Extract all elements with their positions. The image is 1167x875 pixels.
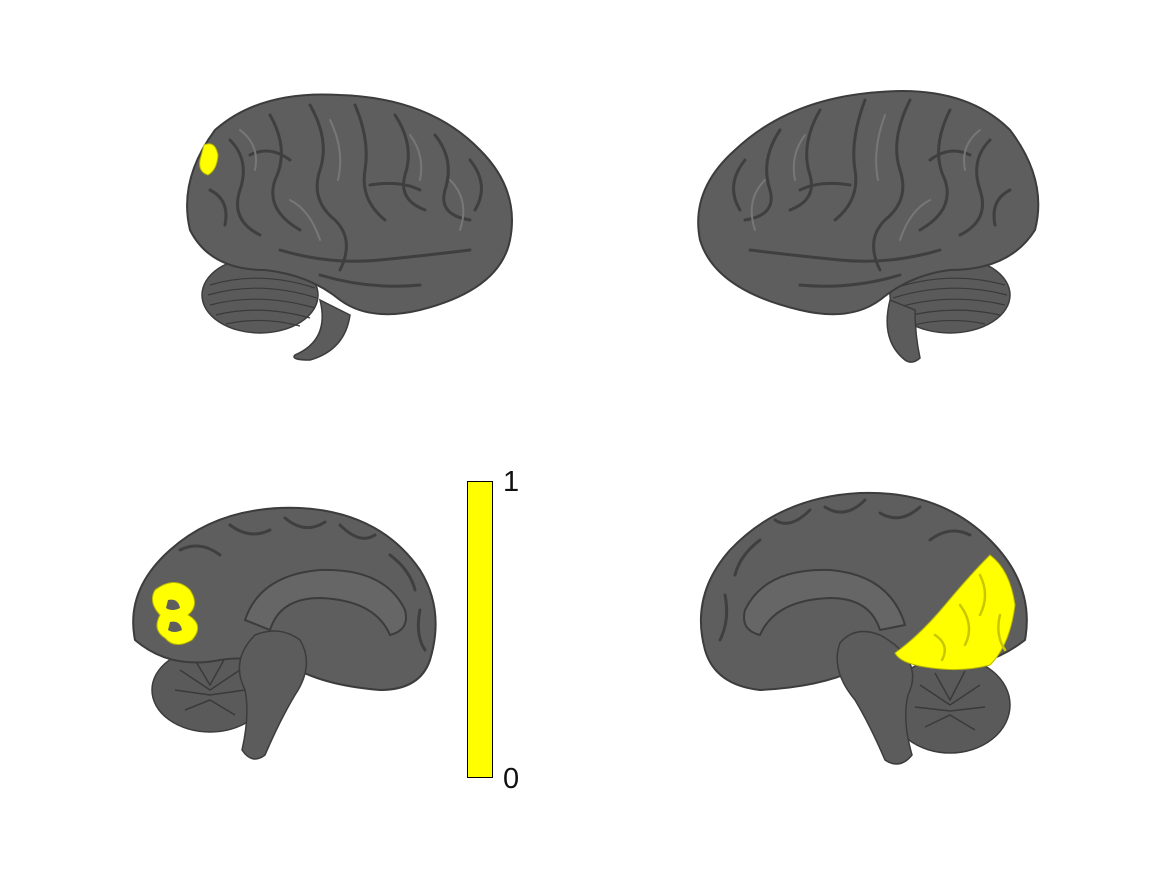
corpus-callosum — [743, 568, 907, 637]
brainstem — [293, 298, 351, 361]
cerebellum-folia — [892, 277, 1008, 327]
brain-left-medial-svg — [132, 506, 437, 760]
corpus-callosum — [243, 568, 407, 637]
brainstem — [886, 298, 921, 363]
brain-left-lateral-svg — [186, 93, 513, 361]
activation-region — [894, 554, 1016, 671]
gyri-pattern — [732, 98, 1012, 288]
colorbar-max-label: 1 — [503, 466, 520, 498]
brain-left-lateral-view — [170, 60, 530, 370]
activation-gap — [166, 599, 180, 610]
gyri-pattern — [178, 516, 427, 652]
activation-region — [199, 143, 219, 176]
gyri-highlights — [750, 114, 981, 241]
brainstem — [836, 630, 914, 765]
cerebellum-folia — [207, 277, 318, 327]
gyri-pattern — [208, 103, 483, 288]
brainstem — [238, 630, 308, 760]
brain-right-lateral-svg — [697, 90, 1040, 363]
cerebrum — [697, 90, 1040, 316]
colorbar-min-label: 0 — [503, 763, 520, 795]
gyri-highlights — [239, 119, 465, 241]
gyri-pattern — [718, 498, 972, 642]
cerebellum-arbor — [914, 670, 986, 731]
cerebellum-arbor — [174, 657, 246, 716]
activation-gap — [168, 621, 182, 632]
activation-region — [151, 582, 199, 645]
brain-right-medial-svg — [699, 491, 1028, 765]
cerebrum — [186, 93, 513, 316]
brain-left-medial-view — [120, 490, 450, 770]
activation-gyri — [933, 573, 1007, 662]
brain-right-medial-view — [680, 475, 1040, 775]
brain-right-lateral-view — [680, 60, 1050, 370]
colorbar — [467, 481, 493, 778]
